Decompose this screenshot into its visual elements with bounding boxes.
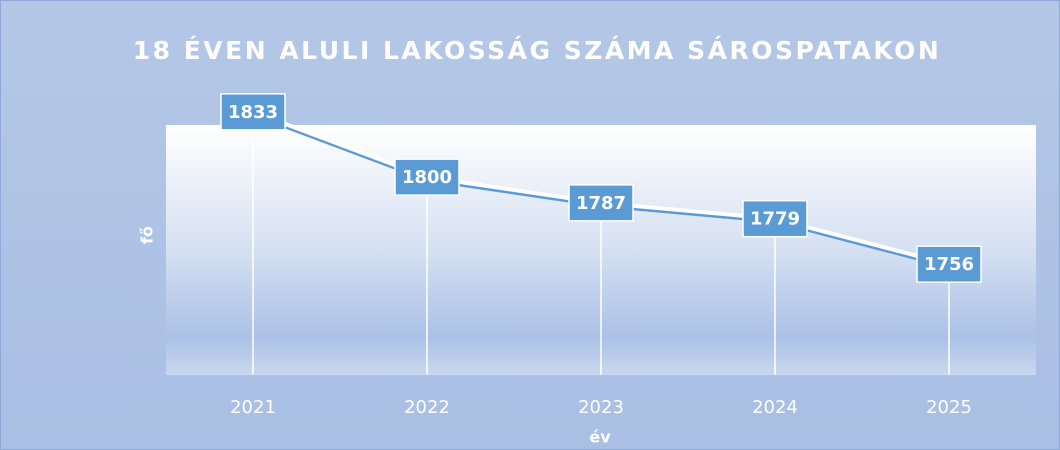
data-label-box bbox=[220, 93, 286, 131]
data-label: 1787 bbox=[576, 193, 626, 214]
x-tick-label: 2022 bbox=[404, 397, 450, 418]
data-label-box bbox=[394, 158, 460, 196]
y-axis-title: fő bbox=[138, 226, 157, 244]
x-axis-title: év bbox=[589, 428, 611, 447]
data-label: 1800 bbox=[402, 167, 452, 188]
x-tick-label: 2024 bbox=[752, 397, 798, 418]
data-label-box bbox=[916, 245, 982, 283]
x-tick-label: 2025 bbox=[926, 397, 972, 418]
data-label-box bbox=[568, 184, 634, 222]
data-label-box bbox=[742, 199, 808, 238]
data-label: 1756 bbox=[924, 254, 974, 275]
chart-title: 18 ÉVEN ALULI LAKOSSÁG SZÁMA SÁROSPATAKO… bbox=[133, 36, 942, 65]
x-tick-label: 2021 bbox=[230, 397, 276, 418]
x-tick-label: 2023 bbox=[578, 397, 624, 418]
data-label: 1833 bbox=[228, 102, 278, 123]
data-label: 1779 bbox=[750, 209, 800, 230]
